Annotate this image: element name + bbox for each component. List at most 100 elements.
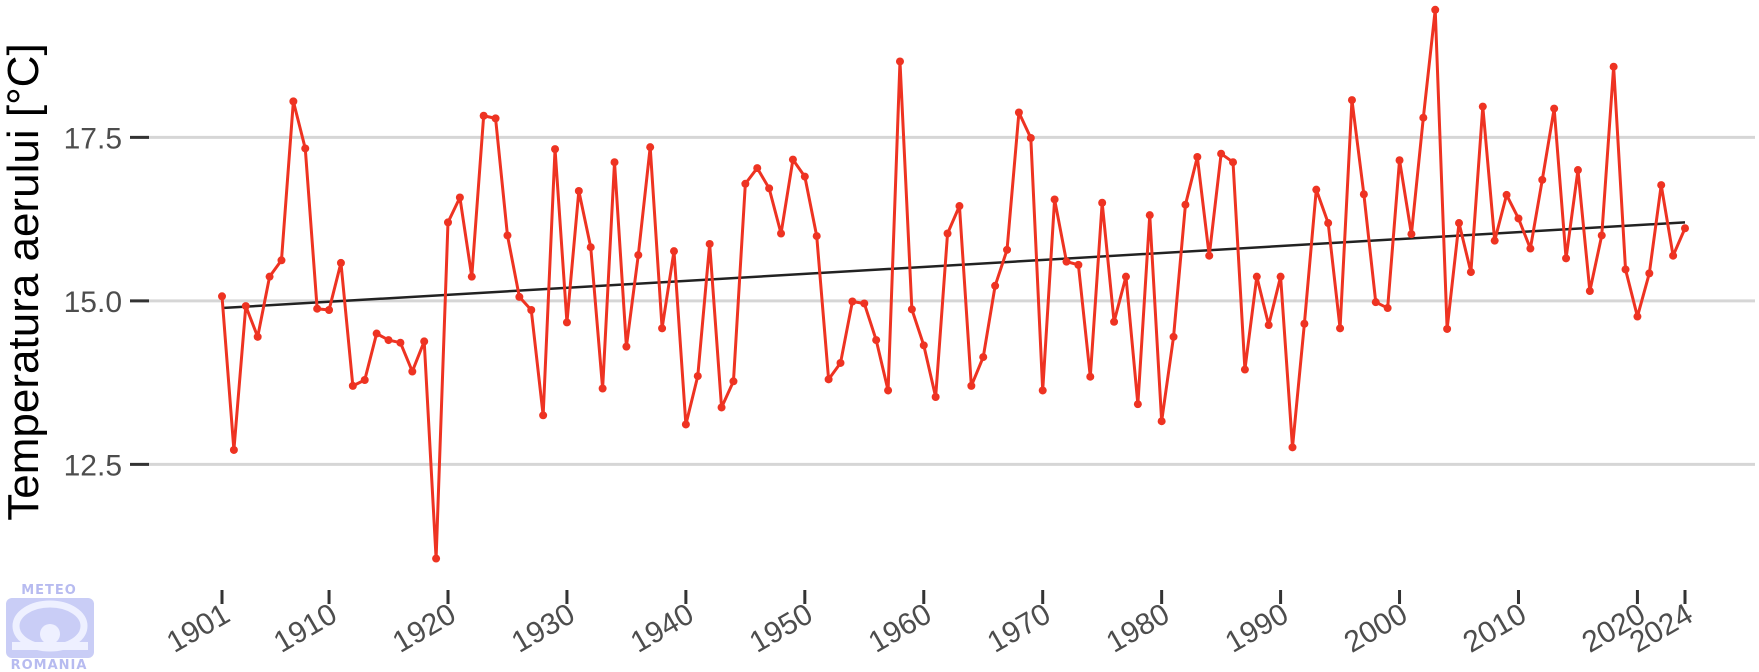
- data-point: [277, 256, 286, 265]
- data-point: [669, 247, 678, 256]
- y-tick-label: 17.5: [64, 122, 122, 155]
- data-point: [919, 341, 928, 350]
- x-tick-label: 1990: [1220, 597, 1294, 659]
- data-point: [1490, 236, 1499, 245]
- data-point: [443, 218, 452, 227]
- x-tick-label: 2010: [1458, 597, 1532, 659]
- data-point: [658, 324, 667, 333]
- data-point: [955, 202, 964, 211]
- data-point: [729, 377, 738, 386]
- data-point: [408, 367, 417, 376]
- data-point: [491, 114, 500, 123]
- data-point: [1645, 269, 1654, 278]
- data-point: [1074, 260, 1083, 269]
- data-point: [325, 306, 334, 315]
- data-point: [1383, 304, 1392, 313]
- data-point: [301, 144, 310, 153]
- x-tick-label: 1960: [863, 597, 937, 659]
- data-point: [396, 338, 405, 347]
- data-point: [372, 329, 381, 338]
- data-point: [943, 229, 952, 238]
- data-point: [1217, 149, 1226, 158]
- x-tick-label: 1910: [268, 597, 342, 659]
- data-point: [1538, 175, 1547, 184]
- x-tick-label: 1980: [1101, 597, 1175, 659]
- data-point: [1205, 251, 1214, 260]
- data-point: [634, 251, 643, 260]
- data-point: [610, 158, 619, 167]
- data-point: [765, 184, 774, 193]
- data-point: [646, 143, 655, 152]
- data-point: [1312, 185, 1321, 194]
- data-point: [788, 155, 797, 164]
- trend-line-group: [221, 221, 1686, 310]
- trend-line: [221, 221, 1686, 310]
- data-point: [229, 445, 238, 454]
- data-point: [1288, 443, 1297, 452]
- data-point: [1062, 257, 1071, 266]
- data-point: [432, 554, 441, 563]
- data-point: [1169, 332, 1178, 341]
- data-point: [1145, 211, 1154, 220]
- y-axis: 12.5 15.0 17.5: [64, 122, 149, 482]
- data-point: [1395, 156, 1404, 165]
- data-point: [907, 305, 916, 314]
- data-point: [1026, 133, 1035, 142]
- data-point: [289, 97, 298, 106]
- y-axis-title: Temperatura aerului [°C]: [0, 43, 48, 520]
- data-point: [1443, 324, 1452, 333]
- x-tick-label: 1950: [744, 597, 818, 659]
- data-point: [586, 243, 595, 252]
- x-tick-label: 1970: [982, 597, 1056, 659]
- data-point: [479, 111, 488, 120]
- data-point: [812, 232, 821, 241]
- data-point: [241, 302, 250, 311]
- data-point: [1336, 324, 1345, 333]
- data-point: [1585, 287, 1594, 296]
- data-point: [218, 292, 226, 301]
- data-point: [336, 258, 345, 267]
- data-point: [1229, 158, 1238, 167]
- data-point: [1550, 104, 1559, 113]
- data-point: [1657, 181, 1666, 190]
- data-point: [1573, 166, 1582, 175]
- data-point: [467, 272, 476, 281]
- data-point: [967, 381, 976, 390]
- data-point: [824, 375, 833, 384]
- data-point: [777, 229, 786, 238]
- data-point: [360, 375, 369, 384]
- x-tick-label: 1901: [161, 597, 235, 659]
- data-point: [1110, 317, 1119, 326]
- data-point: [872, 336, 881, 345]
- logo-sun: [40, 624, 60, 644]
- data-point: [1252, 272, 1261, 281]
- data-point: [1431, 5, 1440, 14]
- data-point: [384, 336, 393, 345]
- data-point: [1371, 298, 1380, 307]
- data-point: [1502, 190, 1511, 199]
- data-point: [1597, 231, 1606, 240]
- data-point: [539, 411, 548, 420]
- data-point: [979, 353, 988, 362]
- data-point: [1193, 152, 1202, 161]
- x-tick-label: 1930: [506, 597, 580, 659]
- data-point: [622, 342, 631, 351]
- data-point: [693, 372, 702, 381]
- logo-bottom-text: ROMANIA: [11, 658, 88, 672]
- data-point: [313, 304, 322, 313]
- data-point: [1562, 254, 1571, 263]
- meteo-romania-logo: METEO ROMANIA: [6, 583, 94, 672]
- x-axis: 1901 1910 1920 1930 1940 1950 1960 1970 1980 1990…: [161, 590, 1699, 659]
- data-point: [895, 57, 904, 66]
- data-point: [420, 337, 429, 346]
- data-point: [1681, 224, 1689, 233]
- logo-horizon: [12, 642, 88, 650]
- data-point: [527, 306, 536, 315]
- data-point: [836, 358, 845, 367]
- data-point: [598, 384, 607, 393]
- gridlines: [140, 135, 1755, 466]
- data-point: [562, 318, 571, 327]
- data-point: [1419, 113, 1428, 122]
- data-point: [1003, 245, 1012, 254]
